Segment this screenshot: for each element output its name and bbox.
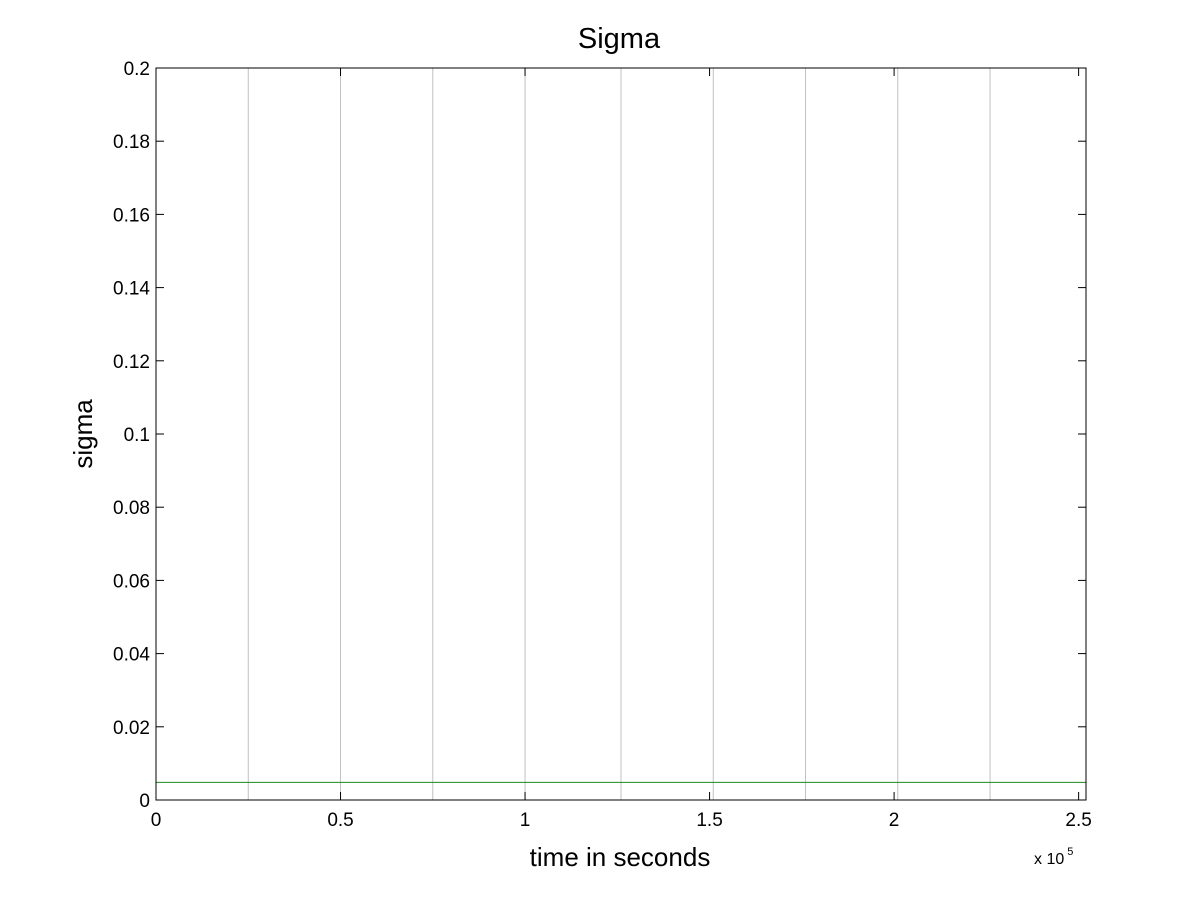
x-tick-label: 2: [889, 810, 900, 831]
vertical-reference-lines: [247, 68, 991, 800]
tick-labels: 0 0.5 1 1.5 2 2.5 0 0.02 0.04 0.06 0.08 0.1 0.12 0.14…: [113, 59, 1092, 831]
y-axis-label: sigma: [68, 399, 98, 469]
y-tick-label: 0.1: [124, 425, 150, 446]
x-tick-label: 0: [151, 810, 162, 831]
y-tick-label: 0.12: [113, 352, 150, 373]
y-tick-label: 0: [139, 791, 150, 812]
x-tick-label: 0.5: [327, 810, 353, 831]
x-tick-label: 2.5: [1065, 810, 1091, 831]
y-tick-label: 0.06: [113, 571, 150, 592]
x-axis-multiplier-base: x 10: [1034, 851, 1064, 868]
x-axis-multiplier-exponent: 5: [1067, 846, 1073, 858]
y-tick-label: 0.02: [113, 718, 150, 739]
x-axis-label: time in seconds: [530, 842, 711, 872]
y-tick-label: 0.08: [113, 498, 150, 519]
x-tick-label: 1.5: [696, 810, 722, 831]
x-axis-multiplier: x 10 5: [1034, 846, 1073, 868]
y-tick-label: 0.2: [124, 59, 150, 80]
y-tick-label: 0.18: [113, 132, 150, 153]
tick-marks: [155, 67, 1086, 801]
y-tick-label: 0.16: [113, 205, 150, 226]
x-tick-label: 1: [520, 810, 531, 831]
chart-title: Sigma: [578, 23, 661, 55]
y-tick-label: 0.04: [113, 645, 150, 666]
y-tick-label: 0.14: [113, 279, 150, 300]
